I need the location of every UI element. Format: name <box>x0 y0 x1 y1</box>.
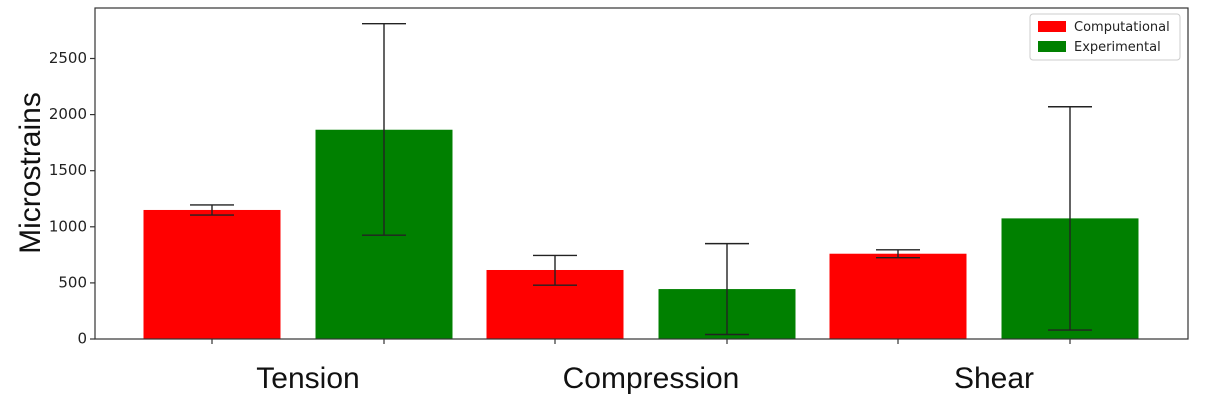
y-tick-label: 500 <box>58 273 87 291</box>
category-label-tension: Tension <box>256 362 359 395</box>
legend-label-computational: Computational <box>1074 20 1170 35</box>
y-tick-label: 2500 <box>49 49 87 67</box>
bar-computational-tension <box>143 209 281 339</box>
bar-computational-shear <box>829 253 967 339</box>
error-bar-experimental-tension <box>362 23 406 236</box>
legend-swatch-computational <box>1038 21 1066 32</box>
plot-frame <box>94 7 1189 340</box>
y-tick-label: 1500 <box>49 161 87 179</box>
category-label-shear: Shear <box>954 362 1034 395</box>
y-axis-label: Microstrains <box>14 92 47 254</box>
legend: Computational Experimental <box>1029 13 1181 61</box>
error-bar-experimental-shear <box>1048 106 1092 331</box>
y-tick-label: 1000 <box>49 217 87 235</box>
legend-box <box>1029 13 1181 61</box>
y-tick-label: 2000 <box>49 105 87 123</box>
error-bar-experimental-compression <box>705 242 749 336</box>
error-bars-layer <box>190 23 1092 336</box>
y-axis: 0 500 1000 1500 2000 2500 <box>49 49 95 348</box>
legend-swatch-experimental <box>1038 41 1066 52</box>
error-bar-computational-shear <box>876 249 920 259</box>
x-axis: Tension Compression Shear <box>211 339 1071 395</box>
y-tick-label: 0 <box>77 330 87 348</box>
error-bar-computational-tension <box>190 204 234 216</box>
error-bar-computational-compression <box>533 254 577 286</box>
category-label-compression: Compression <box>563 362 740 395</box>
bars-layer <box>143 129 1139 339</box>
legend-label-experimental: Experimental <box>1074 40 1161 55</box>
